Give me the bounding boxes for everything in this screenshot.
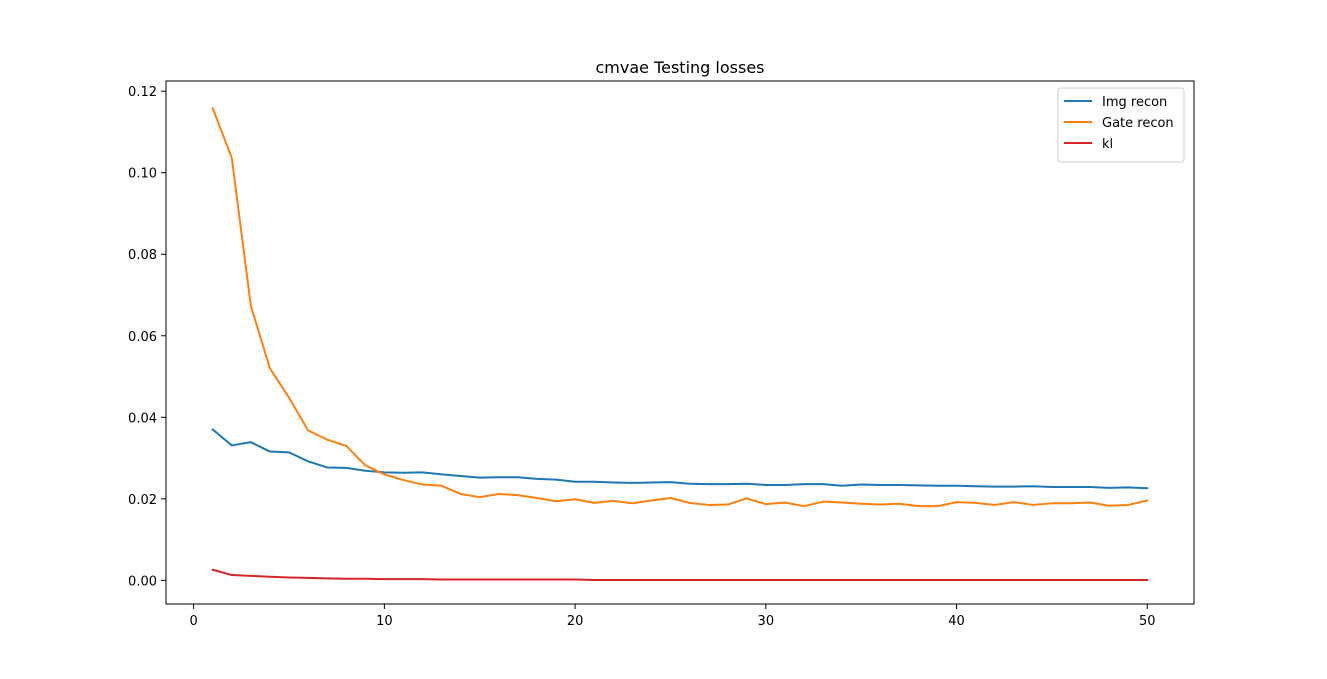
plot-area (211, 107, 1149, 581)
x-tick-label: 20 (567, 614, 584, 629)
x-tick-label: 30 (758, 614, 775, 629)
x-tick-label: 10 (376, 614, 393, 629)
y-tick-label: 0.00 (128, 574, 157, 589)
y-tick-label: 0.02 (128, 493, 157, 508)
legend-label: Gate recon (1102, 116, 1174, 131)
axes-frame (165, 80, 1195, 605)
x-tick-label: 50 (1139, 614, 1156, 629)
y-tick-label: 0.12 (128, 85, 157, 100)
legend: Img recon Gate recon kl (1057, 87, 1185, 163)
series-line-kl (211, 568, 1149, 581)
x-tick-label: 40 (948, 614, 965, 629)
legend-label: Img recon (1102, 95, 1167, 110)
axes: 0 10 20 30 40 50 0.00 0.02 0.04 0.06 0.08 0.10 0.12 (128, 80, 1195, 629)
y-tick-label: 0.08 (128, 248, 157, 263)
series-line-img-recon (211, 428, 1149, 490)
y-tick-label: 0.10 (128, 167, 157, 182)
x-tick-label: 0 (190, 614, 198, 629)
y-tick-label: 0.04 (128, 411, 157, 426)
series-line-gate-recon (211, 107, 1149, 508)
chart-title: cmvae Testing losses (595, 58, 764, 77)
y-tick-label: 0.06 (128, 330, 157, 345)
legend-label: kl (1102, 137, 1113, 152)
